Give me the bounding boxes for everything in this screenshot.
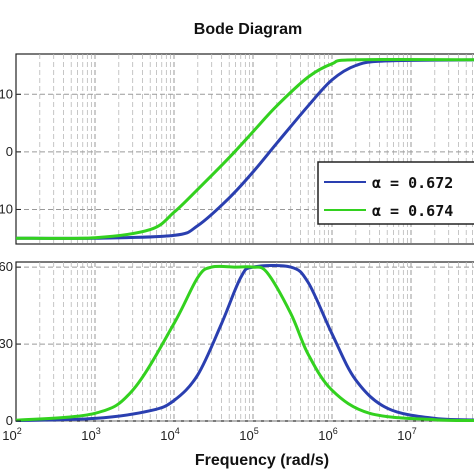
legend: α = 0.672 α = 0.674 <box>317 161 474 225</box>
legend-box <box>317 161 474 225</box>
x-tick-labels: 102 103 104 105 106 107 <box>2 426 416 443</box>
x-tick-label: 104 <box>160 426 179 443</box>
chart-title: Bode Diagram <box>194 21 302 38</box>
x-tick-label: 107 <box>397 426 416 443</box>
y-tick-label: 0 <box>6 413 13 428</box>
phase-series <box>15 264 474 423</box>
x-tick-label: 103 <box>81 426 100 443</box>
magnitude-series-1-line <box>15 58 474 240</box>
phase-panel: 60 30 0 <box>0 259 474 428</box>
y-tick-label: 30 <box>0 336 13 351</box>
y-tick-label: 10 <box>0 201 13 216</box>
magnitude-panel: 10 0 10 <box>0 53 474 245</box>
y-tick-label: 0 <box>6 144 13 159</box>
y-tick-label: 60 <box>0 259 13 274</box>
legend-label-series-1: α = 0.672 <box>372 174 453 192</box>
magnitude-series <box>15 57 474 240</box>
x-axis-label: Frequency (rad/s) <box>195 452 329 469</box>
phase-y-ticks: 60 30 0 <box>0 259 21 428</box>
x-tick-label: 102 <box>2 426 21 443</box>
phase-series-2-line <box>15 264 474 423</box>
legend-label-series-2: α = 0.674 <box>372 202 453 220</box>
x-tick-label: 105 <box>239 426 258 443</box>
phase-panel-frame <box>15 261 474 422</box>
y-tick-label: 10 <box>0 86 13 101</box>
magnitude-y-ticks: 10 0 10 <box>0 86 21 216</box>
magnitude-series-2-line <box>15 57 474 240</box>
x-tick-label: 106 <box>318 426 337 443</box>
